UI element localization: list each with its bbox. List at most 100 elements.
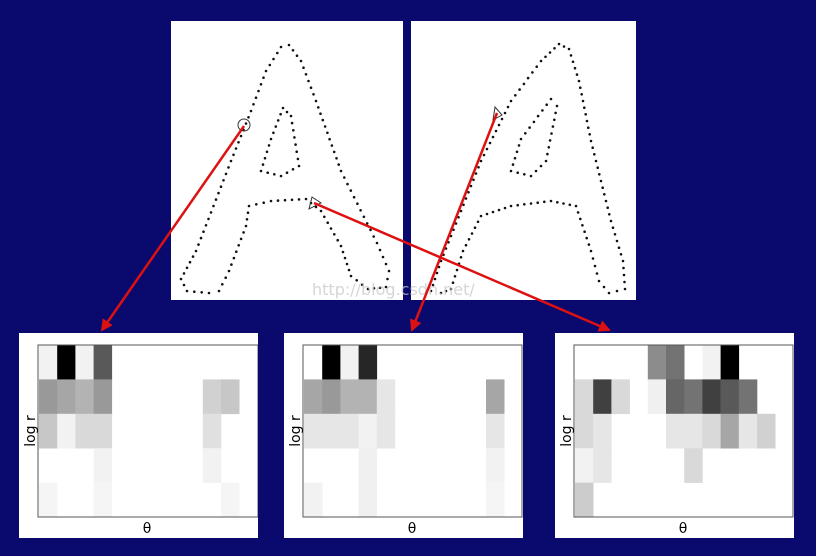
contour-point xyxy=(384,285,388,289)
contour-point xyxy=(369,228,372,232)
contour-point xyxy=(589,139,593,143)
contour-point xyxy=(234,147,238,150)
contour-point xyxy=(365,222,369,225)
contour-point xyxy=(268,63,272,67)
letter-a-shape-2 xyxy=(429,42,627,295)
contour-point xyxy=(349,189,353,192)
contour-point xyxy=(294,143,297,146)
contour-point xyxy=(194,249,198,253)
contour-point xyxy=(500,117,504,121)
contour-point xyxy=(528,126,531,129)
contour-point xyxy=(259,83,263,86)
contour-point xyxy=(462,203,465,207)
histogram-cell xyxy=(684,448,703,483)
histogram-cell xyxy=(202,413,222,449)
histogram-cell xyxy=(358,482,378,518)
contour-point xyxy=(249,109,253,113)
contour-point xyxy=(581,99,585,103)
contour-point xyxy=(449,287,453,291)
contour-point xyxy=(227,166,230,169)
histogram-cell xyxy=(358,448,378,483)
histogram-frame-1 xyxy=(37,344,258,518)
contour-point xyxy=(212,204,215,208)
contour-point xyxy=(609,219,613,223)
contour-point xyxy=(623,287,627,291)
contour-point xyxy=(296,157,300,161)
contour-point xyxy=(273,173,276,176)
histogram-cell xyxy=(93,345,113,380)
contour-point xyxy=(551,125,555,128)
contour-point xyxy=(343,256,347,260)
contour-point xyxy=(279,174,283,178)
contour-point xyxy=(583,230,586,233)
histogram-cell xyxy=(486,448,505,483)
contour-point xyxy=(292,129,295,132)
contour-point xyxy=(239,134,243,138)
histogram-cell xyxy=(358,379,378,415)
contour-point xyxy=(517,144,521,147)
contour-point xyxy=(217,289,221,293)
contour-point xyxy=(589,249,593,253)
contour-point xyxy=(279,112,282,116)
contour-point xyxy=(188,260,192,264)
contour-point xyxy=(549,97,553,101)
contour-point xyxy=(606,206,609,209)
contour-point xyxy=(262,201,265,204)
contour-point xyxy=(254,96,258,99)
contour-point xyxy=(595,272,599,275)
contour-point xyxy=(314,99,318,103)
contour-point xyxy=(312,93,315,96)
contour-point xyxy=(289,114,293,118)
histogram-cell xyxy=(757,413,776,449)
contour-point xyxy=(526,76,530,80)
contour-point xyxy=(261,163,265,166)
histogram-cell xyxy=(75,413,94,449)
contour-point xyxy=(603,193,606,196)
histogram-cell xyxy=(647,379,667,415)
contour-point xyxy=(472,178,475,182)
contour-point xyxy=(444,247,448,250)
contour-point xyxy=(199,236,203,240)
contour-point xyxy=(247,204,251,208)
histogram-cell xyxy=(720,379,740,415)
contour-point xyxy=(330,144,334,147)
histogram-cell xyxy=(304,413,323,449)
contour-point xyxy=(575,73,579,76)
histogram-cell xyxy=(57,345,76,380)
contour-point xyxy=(587,243,591,246)
contour-point xyxy=(587,126,590,129)
contour-point xyxy=(479,214,483,218)
contour-point xyxy=(232,256,236,260)
x-axis-label: θ xyxy=(143,521,152,537)
contour-point xyxy=(239,237,243,241)
contour-point xyxy=(207,217,210,221)
contour-point xyxy=(615,289,619,293)
contour-point xyxy=(429,289,433,293)
histogram-cell xyxy=(340,345,359,380)
histogram-cell xyxy=(593,413,612,449)
x-axis-label: θ xyxy=(408,521,417,537)
contour-point xyxy=(562,45,566,48)
contour-point xyxy=(332,150,336,154)
contour-point xyxy=(304,197,308,201)
contour-point xyxy=(594,159,598,163)
contour-point xyxy=(372,287,376,290)
contour-point xyxy=(283,198,287,202)
histogram-cell xyxy=(221,379,240,415)
histogram-cell xyxy=(57,379,76,415)
contour-point xyxy=(352,195,356,199)
contour-point xyxy=(497,208,501,212)
contour-point xyxy=(267,144,271,147)
contour-point xyxy=(553,47,556,50)
contour-point xyxy=(474,172,478,175)
contour-point xyxy=(597,279,601,283)
contour-point xyxy=(209,211,213,214)
histogram-cell xyxy=(684,379,703,415)
contour-point xyxy=(264,69,268,73)
contour-point xyxy=(497,123,501,127)
contour-point xyxy=(431,283,435,287)
contour-point xyxy=(179,277,183,281)
contour-point xyxy=(197,243,200,246)
contour-point xyxy=(375,241,379,245)
contour-point xyxy=(459,256,463,259)
